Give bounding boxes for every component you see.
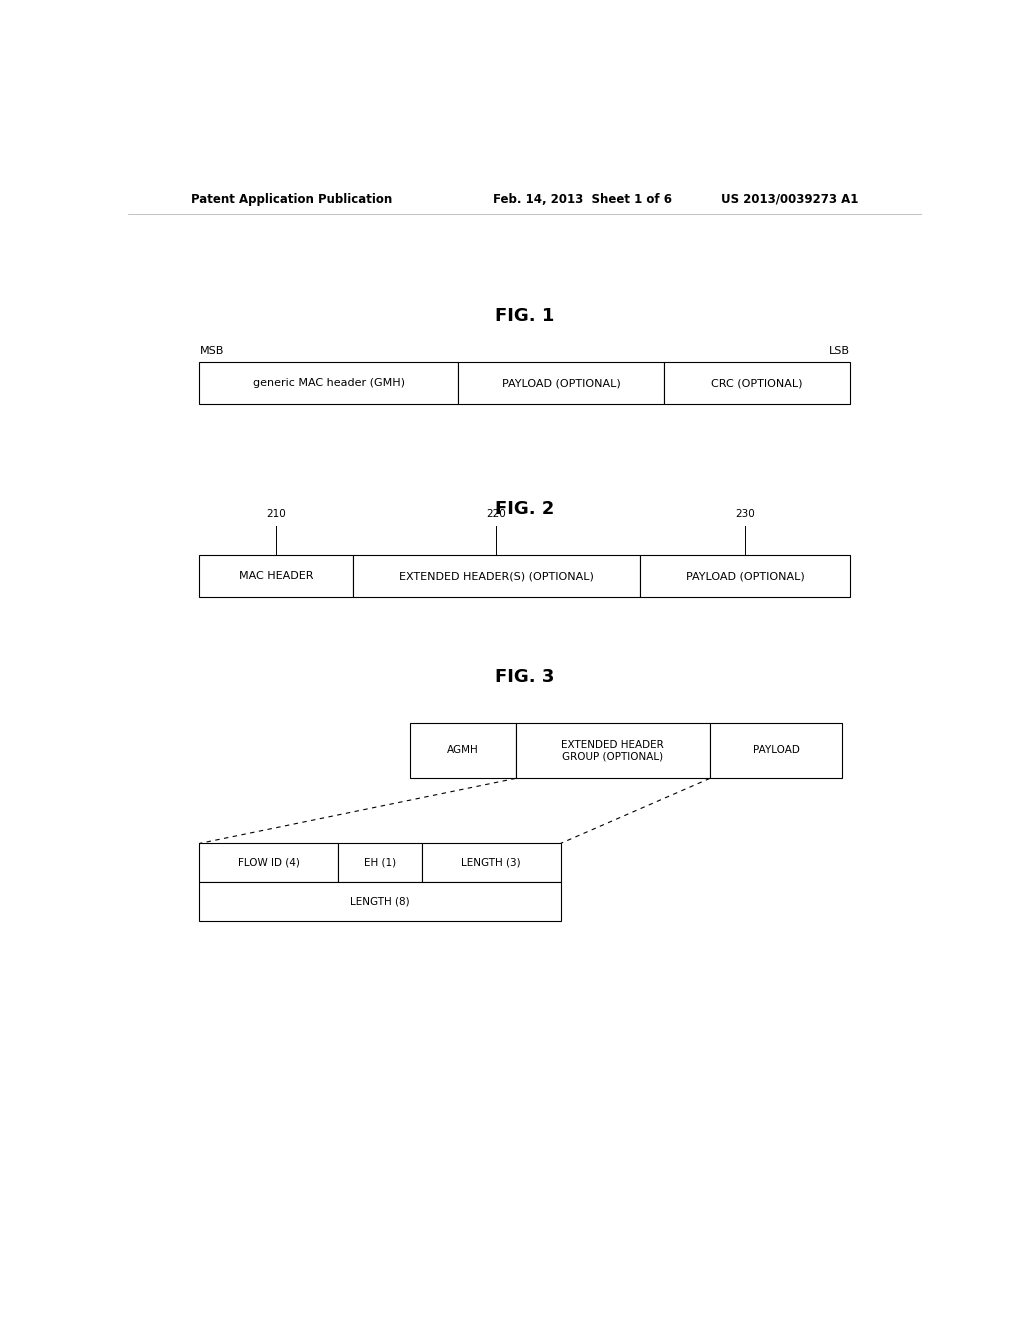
- Text: EH (1): EH (1): [364, 858, 396, 867]
- Bar: [352, 554, 640, 598]
- Text: 230: 230: [735, 510, 755, 519]
- Text: EXTENDED HEADER(S) (OPTIONAL): EXTENDED HEADER(S) (OPTIONAL): [398, 572, 594, 581]
- Bar: [665, 362, 850, 404]
- Bar: [640, 554, 850, 598]
- Bar: [422, 843, 560, 882]
- Text: MSB: MSB: [200, 346, 224, 355]
- Text: CRC (OPTIONAL): CRC (OPTIONAL): [712, 378, 803, 388]
- Text: EXTENDED HEADER
GROUP (OPTIONAL): EXTENDED HEADER GROUP (OPTIONAL): [561, 739, 665, 762]
- Bar: [458, 362, 665, 404]
- Text: Feb. 14, 2013  Sheet 1 of 6: Feb. 14, 2013 Sheet 1 of 6: [494, 193, 672, 206]
- Text: US 2013/0039273 A1: US 2013/0039273 A1: [721, 193, 858, 206]
- Text: FIG. 3: FIG. 3: [496, 668, 554, 686]
- Bar: [516, 722, 710, 779]
- Text: PAYLOAD: PAYLOAD: [753, 746, 800, 755]
- Text: PAYLOAD (OPTIONAL): PAYLOAD (OPTIONAL): [502, 378, 621, 388]
- Bar: [200, 882, 560, 921]
- Text: generic MAC header (GMH): generic MAC header (GMH): [253, 378, 404, 388]
- Text: FIG. 2: FIG. 2: [496, 500, 554, 517]
- Text: 220: 220: [486, 510, 506, 519]
- Text: Patent Application Publication: Patent Application Publication: [191, 193, 393, 206]
- Text: LENGTH (3): LENGTH (3): [461, 858, 521, 867]
- Text: AGMH: AGMH: [446, 746, 478, 755]
- Bar: [710, 722, 842, 779]
- Bar: [200, 362, 458, 404]
- Text: LENGTH (8): LENGTH (8): [350, 896, 410, 907]
- Text: LSB: LSB: [829, 346, 850, 355]
- Bar: [200, 843, 338, 882]
- Text: 210: 210: [266, 510, 286, 519]
- Text: MAC HEADER: MAC HEADER: [239, 572, 313, 581]
- Bar: [200, 554, 352, 598]
- Bar: [338, 843, 422, 882]
- Text: PAYLOAD (OPTIONAL): PAYLOAD (OPTIONAL): [685, 572, 804, 581]
- Text: FIG. 1: FIG. 1: [496, 308, 554, 325]
- Text: FLOW ID (4): FLOW ID (4): [238, 858, 300, 867]
- Bar: [410, 722, 516, 779]
